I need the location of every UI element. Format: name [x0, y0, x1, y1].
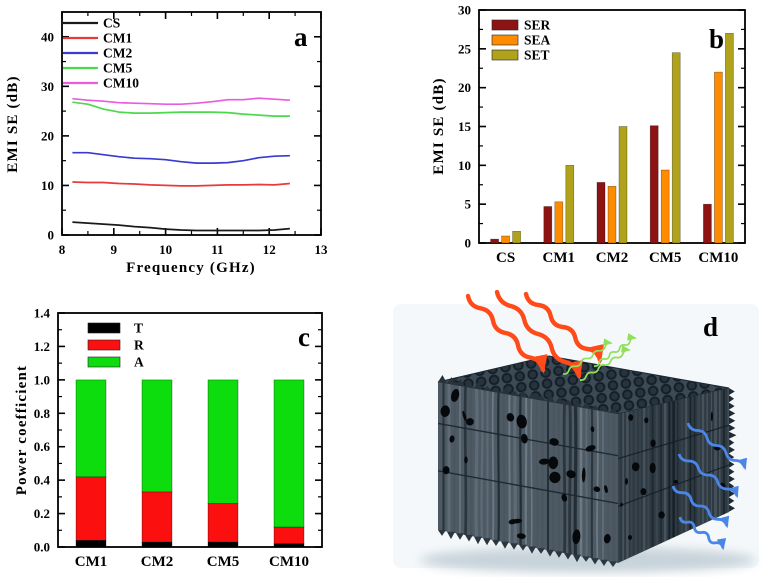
svg-text:9: 9	[111, 242, 118, 257]
svg-text:0.8: 0.8	[34, 406, 51, 421]
svg-text:CS: CS	[496, 250, 515, 266]
legend-label-cm1: CM1	[103, 31, 132, 46]
legend-swatch-ser	[491, 19, 519, 31]
svg-text:0.4: 0.4	[34, 473, 51, 488]
panel-label-a: a	[294, 22, 308, 52]
legend-swatch-set	[491, 49, 519, 61]
legend-label-r: R	[134, 338, 144, 353]
line-chart-emi-se-vs-frequency: 0 10 20 30 40 8 9 10 11 12 13 Frequency (GHz) EMI …	[5, 11, 329, 276]
svg-text:30: 30	[458, 3, 471, 18]
svg-text:1.2: 1.2	[34, 339, 50, 354]
svg-text:CM2: CM2	[141, 554, 174, 570]
svg-text:40: 40	[41, 29, 54, 44]
svg-text:15: 15	[458, 119, 472, 134]
svg-text:10: 10	[159, 242, 172, 257]
legend-label-set: SET	[524, 48, 550, 63]
legend-swatch-a	[87, 356, 121, 368]
legend-label-ser: SER	[524, 18, 551, 33]
svg-text:CM5: CM5	[649, 250, 682, 266]
svg-text:CM1: CM1	[75, 554, 108, 570]
legend-a: CS CM1 CM2 CM5 CM10	[63, 16, 139, 91]
chart-plot-layer-c: 0.0 0.2 0.4 0.6 0.8 1.0 1.2 1.4 CM1 CM2 CM5 CM10	[34, 306, 323, 570]
legend-label-a: A	[134, 355, 144, 370]
legend-swatch-t	[87, 322, 121, 334]
panel-label-c: c	[298, 322, 310, 352]
svg-text:CM2: CM2	[596, 250, 629, 266]
svg-text:12: 12	[263, 242, 276, 257]
svg-text:30: 30	[41, 79, 54, 94]
svg-text:13: 13	[315, 242, 329, 257]
x-axis-label-a: Frequency (GHz)	[126, 260, 256, 276]
panel-a: 0 10 20 30 40 8 9 10 11 12 13 Frequency (GHz) EMI …	[0, 0, 383, 290]
legend-label-cm2: CM2	[103, 46, 132, 61]
y-axis-label-b: EMI SE (dB)	[431, 77, 447, 174]
panel-label-d: d	[703, 312, 718, 342]
svg-text:CM10: CM10	[698, 250, 738, 266]
svg-text:CM1: CM1	[543, 250, 576, 266]
svg-text:1.0: 1.0	[34, 372, 50, 387]
legend-label-sea: SEA	[524, 33, 551, 48]
svg-text:8: 8	[59, 242, 66, 257]
legend-b: SER SEA SET	[491, 18, 551, 63]
legend-label-cs: CS	[103, 16, 120, 31]
svg-text:CM10: CM10	[269, 554, 309, 570]
legend-swatch-sea	[491, 34, 519, 46]
y-axis-label-c: Power coefficient	[14, 365, 30, 495]
material-shielding-illustration: d	[393, 290, 759, 573]
y-axis-label-a: EMI SE (dB)	[5, 75, 21, 172]
panel-b: 0 5 10 15 20 25 30 CS CM1 CM2 CM5 CM10 EMI SE (dB) …	[383, 0, 767, 290]
illustration-layer	[393, 290, 759, 573]
svg-text:20: 20	[41, 128, 54, 143]
svg-text:20: 20	[458, 80, 471, 95]
panel-d: d	[383, 290, 767, 577]
svg-text:25: 25	[458, 41, 472, 56]
chart-plot-layer-a: 0 10 20 30 40 8 9 10 11 12 13	[41, 11, 329, 257]
svg-text:0.0: 0.0	[34, 540, 50, 555]
legend-label-cm10: CM10	[103, 76, 139, 91]
chart-plot-layer-b: 0 5 10 15 20 25 30 CS CM1 CM2 CM5 CM10	[458, 3, 746, 266]
stacked-bar-chart-power-coefficient: 0.0 0.2 0.4 0.6 0.8 1.0 1.2 1.4 CM1 CM2 CM5 CM10 Po…	[14, 306, 323, 570]
svg-text:1.4: 1.4	[34, 306, 51, 321]
panel-c: 0.0 0.2 0.4 0.6 0.8 1.0 1.2 1.4 CM1 CM2 CM5 CM10 Po…	[0, 290, 383, 577]
svg-text:0.6: 0.6	[34, 439, 51, 454]
svg-text:11: 11	[211, 242, 223, 257]
legend-swatch-r	[87, 339, 121, 351]
svg-text:0.2: 0.2	[34, 506, 50, 521]
svg-text:0: 0	[465, 236, 472, 251]
svg-text:10: 10	[41, 178, 54, 193]
legend-label-cm5: CM5	[103, 61, 132, 76]
svg-text:10: 10	[458, 158, 471, 173]
panel-label-b: b	[709, 24, 724, 54]
legend-c: T R A	[87, 321, 144, 370]
svg-text:0: 0	[48, 228, 55, 243]
svg-text:CM5: CM5	[207, 554, 240, 570]
legend-label-t: T	[134, 321, 143, 336]
svg-text:5: 5	[465, 197, 472, 212]
